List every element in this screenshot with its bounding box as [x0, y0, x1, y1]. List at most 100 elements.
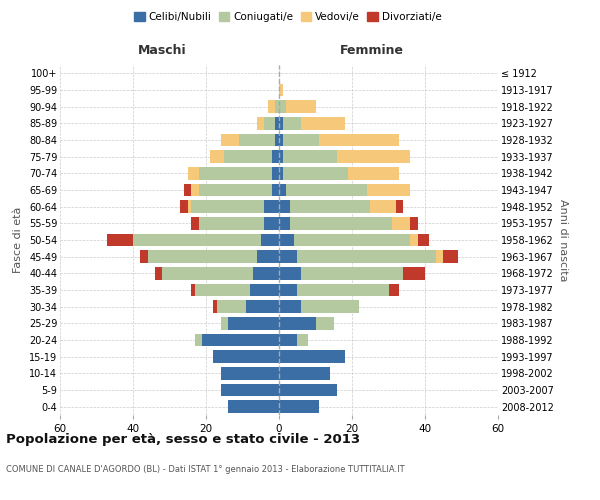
- Bar: [246, 300, 279, 313]
- Bar: [349, 167, 400, 179]
- Bar: [297, 250, 436, 263]
- Bar: [279, 300, 301, 313]
- Bar: [279, 200, 290, 213]
- Bar: [162, 267, 253, 280]
- Bar: [436, 250, 443, 263]
- Bar: [279, 150, 283, 163]
- Bar: [301, 267, 403, 280]
- Bar: [293, 234, 410, 246]
- Legend: Celibi/Nubili, Coniugati/e, Vedovi/e, Divorziati/e: Celibi/Nubili, Coniugati/e, Vedovi/e, Di…: [130, 8, 446, 26]
- Bar: [279, 234, 293, 246]
- Bar: [195, 334, 202, 346]
- Bar: [140, 250, 148, 263]
- Bar: [199, 184, 272, 196]
- Bar: [107, 234, 133, 246]
- Y-axis label: Fasce di età: Fasce di età: [13, 207, 23, 273]
- Bar: [301, 300, 359, 313]
- Bar: [257, 250, 279, 263]
- Bar: [290, 200, 370, 213]
- Bar: [279, 400, 319, 413]
- Bar: [279, 317, 316, 330]
- Bar: [188, 200, 191, 213]
- Bar: [191, 200, 265, 213]
- Bar: [221, 134, 239, 146]
- Bar: [228, 317, 279, 330]
- Bar: [133, 234, 261, 246]
- Bar: [283, 167, 349, 179]
- Bar: [253, 267, 279, 280]
- Bar: [184, 184, 191, 196]
- Bar: [191, 284, 195, 296]
- Bar: [199, 217, 265, 230]
- Bar: [268, 100, 275, 113]
- Bar: [191, 217, 199, 230]
- Text: COMUNE DI CANALE D'AGORDO (BL) - Dati ISTAT 1° gennaio 2013 - Elaborazione TUTTI: COMUNE DI CANALE D'AGORDO (BL) - Dati IS…: [6, 466, 404, 474]
- Bar: [279, 284, 297, 296]
- Bar: [301, 117, 344, 130]
- Bar: [265, 217, 279, 230]
- Bar: [410, 234, 418, 246]
- Bar: [275, 134, 279, 146]
- Bar: [209, 150, 224, 163]
- Bar: [217, 300, 246, 313]
- Bar: [279, 350, 344, 363]
- Bar: [250, 284, 279, 296]
- Bar: [367, 184, 410, 196]
- Bar: [403, 267, 425, 280]
- Bar: [181, 200, 188, 213]
- Bar: [279, 250, 297, 263]
- Bar: [155, 267, 162, 280]
- Bar: [191, 184, 199, 196]
- Bar: [224, 150, 272, 163]
- Bar: [272, 184, 279, 196]
- Bar: [297, 284, 389, 296]
- Bar: [272, 167, 279, 179]
- Bar: [283, 150, 337, 163]
- Bar: [214, 350, 279, 363]
- Bar: [316, 317, 334, 330]
- Y-axis label: Anni di nascita: Anni di nascita: [557, 198, 568, 281]
- Bar: [279, 334, 297, 346]
- Bar: [279, 367, 330, 380]
- Bar: [370, 200, 396, 213]
- Bar: [418, 234, 428, 246]
- Bar: [199, 167, 272, 179]
- Bar: [272, 150, 279, 163]
- Bar: [275, 100, 279, 113]
- Bar: [275, 117, 279, 130]
- Bar: [265, 200, 279, 213]
- Bar: [410, 217, 418, 230]
- Bar: [257, 117, 265, 130]
- Bar: [279, 184, 286, 196]
- Bar: [279, 267, 301, 280]
- Bar: [286, 100, 316, 113]
- Bar: [221, 367, 279, 380]
- Text: Popolazione per età, sesso e stato civile - 2013: Popolazione per età, sesso e stato civil…: [6, 432, 360, 446]
- Bar: [195, 284, 250, 296]
- Bar: [188, 167, 199, 179]
- Bar: [283, 117, 301, 130]
- Bar: [265, 117, 275, 130]
- Bar: [297, 334, 308, 346]
- Bar: [214, 300, 217, 313]
- Bar: [337, 150, 410, 163]
- Bar: [279, 134, 283, 146]
- Bar: [443, 250, 458, 263]
- Bar: [239, 134, 275, 146]
- Bar: [202, 334, 279, 346]
- Bar: [290, 217, 392, 230]
- Bar: [279, 100, 286, 113]
- Bar: [261, 234, 279, 246]
- Bar: [279, 217, 290, 230]
- Bar: [279, 84, 283, 96]
- Bar: [392, 217, 410, 230]
- Bar: [228, 400, 279, 413]
- Bar: [148, 250, 257, 263]
- Bar: [279, 384, 337, 396]
- Bar: [279, 117, 283, 130]
- Bar: [396, 200, 403, 213]
- Bar: [221, 384, 279, 396]
- Bar: [389, 284, 400, 296]
- Bar: [286, 184, 367, 196]
- Bar: [283, 134, 319, 146]
